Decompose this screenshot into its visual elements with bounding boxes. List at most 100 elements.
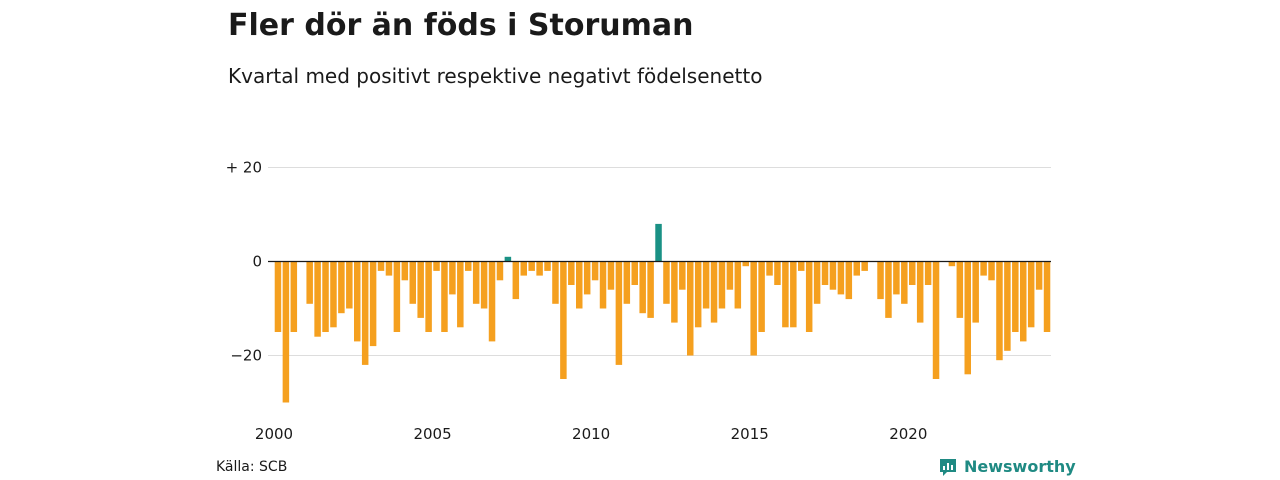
y-tick-label: + 20 — [226, 159, 262, 177]
bar — [893, 261, 900, 295]
x-axis-ticks: 2000 2005 2010 2015 2020 — [255, 425, 927, 443]
y-tick-label: −20 — [230, 347, 262, 365]
source-note: Källa: SCB — [216, 459, 288, 475]
bar — [639, 261, 646, 314]
bar — [671, 261, 678, 323]
bar — [496, 261, 504, 281]
chart-subtitle: Kvartal med positivt respektive negativt… — [228, 64, 763, 88]
bar — [472, 261, 480, 304]
bar — [385, 261, 393, 276]
bar — [805, 261, 813, 332]
bar — [274, 261, 282, 332]
bar — [314, 261, 321, 337]
bar — [441, 261, 448, 332]
bar — [687, 261, 694, 356]
gridlines — [268, 167, 1051, 356]
bar — [718, 261, 726, 309]
bar — [615, 261, 623, 365]
bar — [813, 261, 821, 304]
bar — [845, 261, 853, 300]
bar — [465, 261, 472, 271]
bar — [702, 261, 710, 309]
bar — [433, 261, 440, 271]
bar — [1035, 261, 1043, 290]
bar — [956, 261, 964, 318]
bar — [377, 261, 385, 271]
bar — [449, 261, 456, 295]
bar — [916, 261, 924, 323]
bar — [1043, 261, 1051, 332]
bar — [790, 261, 797, 328]
bar — [980, 261, 987, 276]
bar — [552, 261, 559, 304]
bar — [861, 261, 868, 271]
x-tick-label: 2020 — [889, 425, 927, 443]
bar — [583, 261, 591, 295]
bar — [821, 261, 829, 285]
bar — [742, 261, 749, 267]
brand-name: Newsworthy — [964, 457, 1076, 476]
bar — [282, 261, 290, 403]
bar — [853, 261, 860, 276]
bar — [504, 256, 512, 262]
bar — [306, 261, 313, 304]
bar — [290, 261, 298, 332]
bar — [346, 261, 353, 309]
bar — [798, 261, 805, 271]
bar — [338, 261, 345, 314]
bar — [354, 261, 361, 342]
bar — [330, 261, 337, 328]
bar — [901, 261, 908, 304]
bar — [488, 261, 496, 342]
bar — [996, 261, 1003, 361]
bar — [734, 261, 742, 309]
bar — [766, 261, 773, 276]
bar — [576, 261, 583, 309]
bar — [694, 261, 702, 328]
bar — [536, 261, 543, 276]
bar — [520, 261, 527, 276]
bar — [877, 261, 884, 300]
bar — [568, 261, 575, 285]
bar — [417, 261, 424, 318]
bar — [623, 261, 631, 304]
y-tick-label: 0 — [252, 253, 262, 271]
x-tick-label: 2005 — [413, 425, 451, 443]
bar — [924, 261, 932, 285]
chart-title: Fler dör än föds i Storuman — [228, 8, 694, 43]
bar — [774, 261, 781, 285]
bar — [393, 261, 401, 332]
bar — [1004, 261, 1011, 351]
x-tick-label: 2010 — [572, 425, 610, 443]
bar — [647, 261, 654, 318]
bar — [369, 261, 377, 347]
bar — [560, 261, 567, 379]
bar — [322, 261, 329, 332]
y-axis-ticks: + 20 0 −20 — [226, 159, 262, 365]
bar — [679, 261, 686, 290]
bar — [710, 261, 718, 323]
brand-logo: Newsworthy — [938, 456, 1076, 478]
bar — [909, 261, 916, 285]
x-tick-label: 2000 — [255, 425, 293, 443]
bar — [480, 261, 488, 309]
bar — [885, 261, 892, 318]
bar — [1012, 261, 1019, 332]
bar — [988, 261, 995, 281]
newsworthy-logo-icon — [940, 459, 956, 476]
bar — [655, 223, 662, 262]
bar — [425, 261, 432, 332]
bar — [361, 261, 369, 365]
bar — [607, 261, 615, 290]
bar — [409, 261, 416, 304]
bar — [1027, 261, 1035, 328]
bar — [964, 261, 971, 375]
bar — [948, 261, 956, 267]
bar — [544, 261, 551, 271]
bar — [512, 261, 520, 300]
bar — [932, 261, 940, 379]
bar — [750, 261, 757, 356]
bar — [457, 261, 464, 328]
bar — [837, 261, 845, 295]
